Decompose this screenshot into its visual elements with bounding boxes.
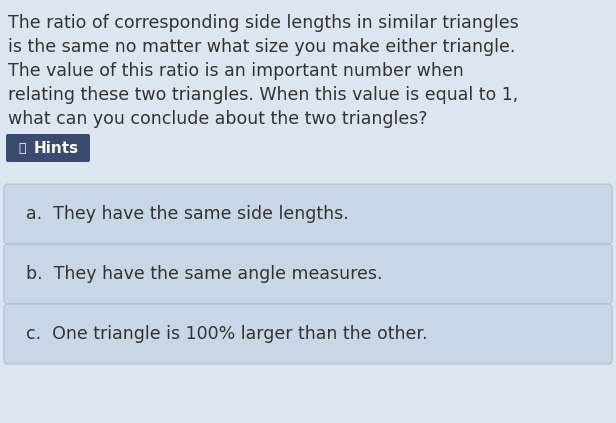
FancyBboxPatch shape bbox=[4, 184, 612, 244]
Text: 💡: 💡 bbox=[18, 142, 25, 154]
FancyBboxPatch shape bbox=[4, 244, 612, 304]
Text: relating these two triangles. When this value is equal to 1,: relating these two triangles. When this … bbox=[8, 86, 518, 104]
Text: a.  They have the same side lengths.: a. They have the same side lengths. bbox=[26, 205, 349, 223]
Text: is the same no matter what size you make either triangle.: is the same no matter what size you make… bbox=[8, 38, 516, 56]
Text: The value of this ratio is an important number when: The value of this ratio is an important … bbox=[8, 62, 464, 80]
Text: c.  One triangle is 100% larger than the other.: c. One triangle is 100% larger than the … bbox=[26, 325, 428, 343]
FancyBboxPatch shape bbox=[4, 304, 612, 364]
Text: The ratio of corresponding side lengths in similar triangles: The ratio of corresponding side lengths … bbox=[8, 14, 519, 32]
FancyBboxPatch shape bbox=[6, 134, 90, 162]
Text: Hints: Hints bbox=[34, 140, 79, 156]
Text: b.  They have the same angle measures.: b. They have the same angle measures. bbox=[26, 265, 383, 283]
Text: what can you conclude about the two triangles?: what can you conclude about the two tria… bbox=[8, 110, 428, 128]
